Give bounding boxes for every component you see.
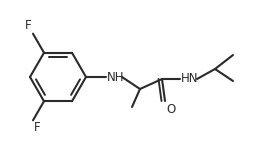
Text: O: O: [166, 103, 175, 116]
Text: HN: HN: [181, 71, 198, 85]
Text: F: F: [34, 121, 40, 134]
Text: F: F: [24, 19, 31, 32]
Text: NH: NH: [107, 71, 124, 83]
